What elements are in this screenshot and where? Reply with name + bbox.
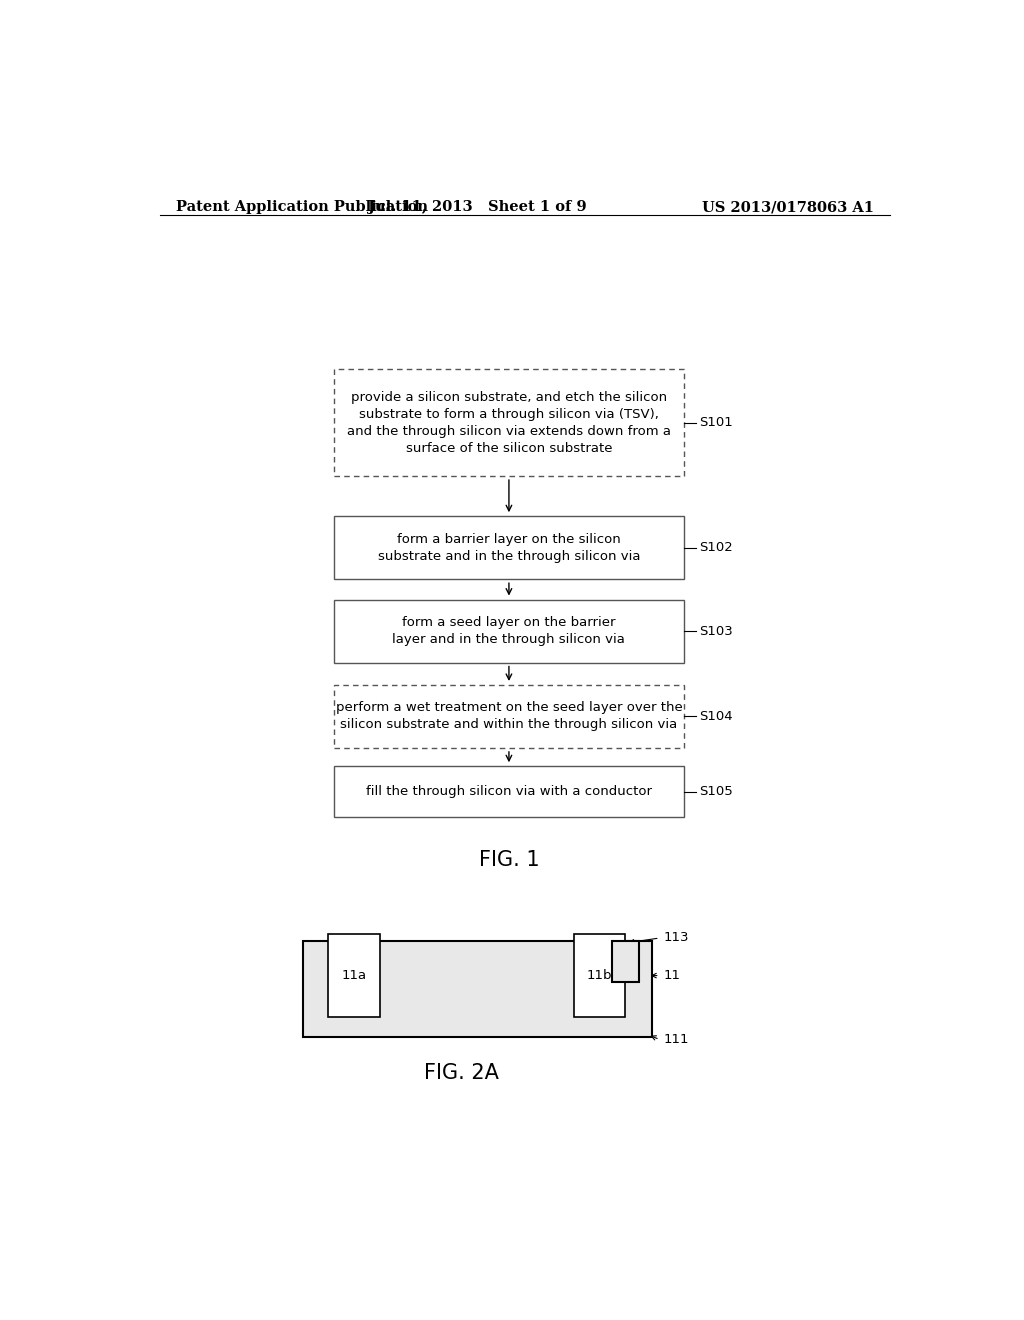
Text: FIG. 2A: FIG. 2A bbox=[424, 1063, 499, 1084]
Text: S103: S103 bbox=[699, 624, 733, 638]
Bar bbox=[303, 941, 652, 1038]
Bar bbox=[334, 516, 684, 579]
Text: S102: S102 bbox=[699, 541, 733, 554]
Bar bbox=[612, 941, 639, 982]
Text: form a barrier layer on the silicon
substrate and in the through silicon via: form a barrier layer on the silicon subs… bbox=[378, 533, 640, 562]
Text: fill the through silicon via with a conductor: fill the through silicon via with a cond… bbox=[366, 785, 652, 799]
Text: 11a: 11a bbox=[342, 969, 367, 982]
Text: US 2013/0178063 A1: US 2013/0178063 A1 bbox=[702, 201, 873, 214]
Bar bbox=[573, 935, 626, 1018]
Text: 111: 111 bbox=[664, 1034, 689, 1047]
Text: S101: S101 bbox=[699, 416, 733, 429]
Bar bbox=[334, 599, 684, 663]
Text: 113: 113 bbox=[664, 932, 689, 945]
Text: Patent Application Publication: Patent Application Publication bbox=[176, 201, 428, 214]
Bar bbox=[334, 766, 684, 817]
Text: S104: S104 bbox=[699, 710, 733, 723]
Bar bbox=[329, 935, 380, 1018]
Text: 11: 11 bbox=[664, 969, 681, 982]
Bar bbox=[334, 685, 684, 748]
Text: 11b: 11b bbox=[587, 969, 612, 982]
Text: perform a wet treatment on the seed layer over the
silicon substrate and within : perform a wet treatment on the seed laye… bbox=[336, 701, 682, 731]
Text: S105: S105 bbox=[699, 785, 733, 799]
Text: Jul. 11, 2013   Sheet 1 of 9: Jul. 11, 2013 Sheet 1 of 9 bbox=[368, 201, 587, 214]
Text: provide a silicon substrate, and etch the silicon
substrate to form a through si: provide a silicon substrate, and etch th… bbox=[347, 391, 671, 454]
Text: form a seed layer on the barrier
layer and in the through silicon via: form a seed layer on the barrier layer a… bbox=[392, 616, 626, 645]
Bar bbox=[334, 370, 684, 477]
Text: FIG. 1: FIG. 1 bbox=[478, 850, 540, 870]
